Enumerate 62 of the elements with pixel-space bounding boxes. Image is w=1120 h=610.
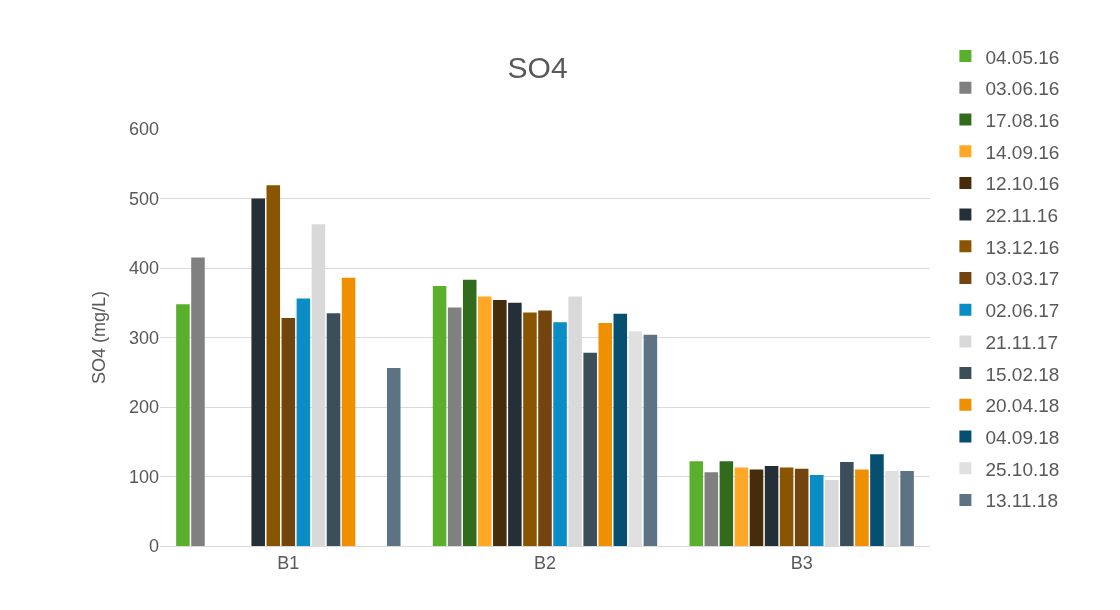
bar: [749, 469, 764, 546]
bar: [794, 468, 809, 546]
bar: [176, 304, 190, 546]
bar: [553, 322, 567, 546]
legend-label: 03.03.17: [985, 268, 1060, 290]
bar: [719, 461, 734, 546]
bar: [493, 299, 507, 546]
bar: [870, 454, 884, 546]
bar: [855, 469, 869, 546]
bar: [341, 277, 356, 546]
bar: [900, 470, 914, 546]
bar: [191, 257, 205, 546]
bar: [689, 461, 704, 546]
bar: [704, 472, 719, 546]
y-tick-label: 0: [148, 536, 159, 557]
bar: [281, 318, 296, 546]
legend-label: 22.11.16: [985, 205, 1058, 227]
bar: [840, 461, 854, 546]
legend-label: 14.09.16: [985, 141, 1060, 163]
y-axis-title: SO4 (mg/L): [89, 290, 110, 385]
y-tick-label: 200: [128, 397, 159, 418]
x-tick-label: B1: [277, 552, 300, 573]
legend-label: 13.12.16: [985, 236, 1060, 258]
legend-label: 15.02.18: [985, 363, 1060, 385]
bar: [583, 352, 597, 546]
y-tick-label: 400: [128, 258, 159, 279]
legend-label: 03.06.16: [985, 78, 1060, 100]
legend-label: 12.10.16: [985, 173, 1060, 195]
bar: [598, 322, 613, 546]
legend-label: 20.04.18: [985, 395, 1060, 417]
bar: [266, 185, 281, 546]
bar: [538, 310, 552, 546]
y-tick-label: 300: [128, 327, 159, 348]
legend-label: 25.10.18: [985, 458, 1060, 480]
y-tick-label: 600: [128, 119, 159, 140]
chart-title: SO4: [507, 50, 568, 84]
x-tick-label: B3: [790, 552, 813, 573]
legend-label: 02.06.17: [985, 300, 1060, 322]
bar: [462, 279, 477, 546]
legend-label: 04.09.18: [985, 426, 1060, 448]
bar: [613, 313, 628, 546]
bar: [386, 368, 401, 546]
bar: [523, 312, 537, 546]
bar: [447, 307, 462, 546]
bar: [251, 198, 265, 546]
bar: [734, 467, 749, 546]
bar: [477, 296, 492, 546]
bar: [809, 475, 824, 546]
bar: [764, 466, 779, 546]
bar: [779, 467, 794, 546]
x-tick-label: B2: [533, 552, 557, 573]
bar: [643, 334, 658, 546]
legend-label: 17.08.16: [985, 109, 1060, 131]
legend-label: 13.11.18: [985, 490, 1058, 512]
bar: [432, 286, 447, 546]
legend-label: 04.05.16: [985, 46, 1060, 68]
bar: [508, 302, 522, 546]
legend-label: 21.11.17: [985, 331, 1058, 353]
bar: [296, 298, 311, 546]
y-tick-label: 500: [128, 188, 159, 209]
bar: [326, 313, 341, 546]
y-tick-label: 100: [128, 466, 159, 487]
